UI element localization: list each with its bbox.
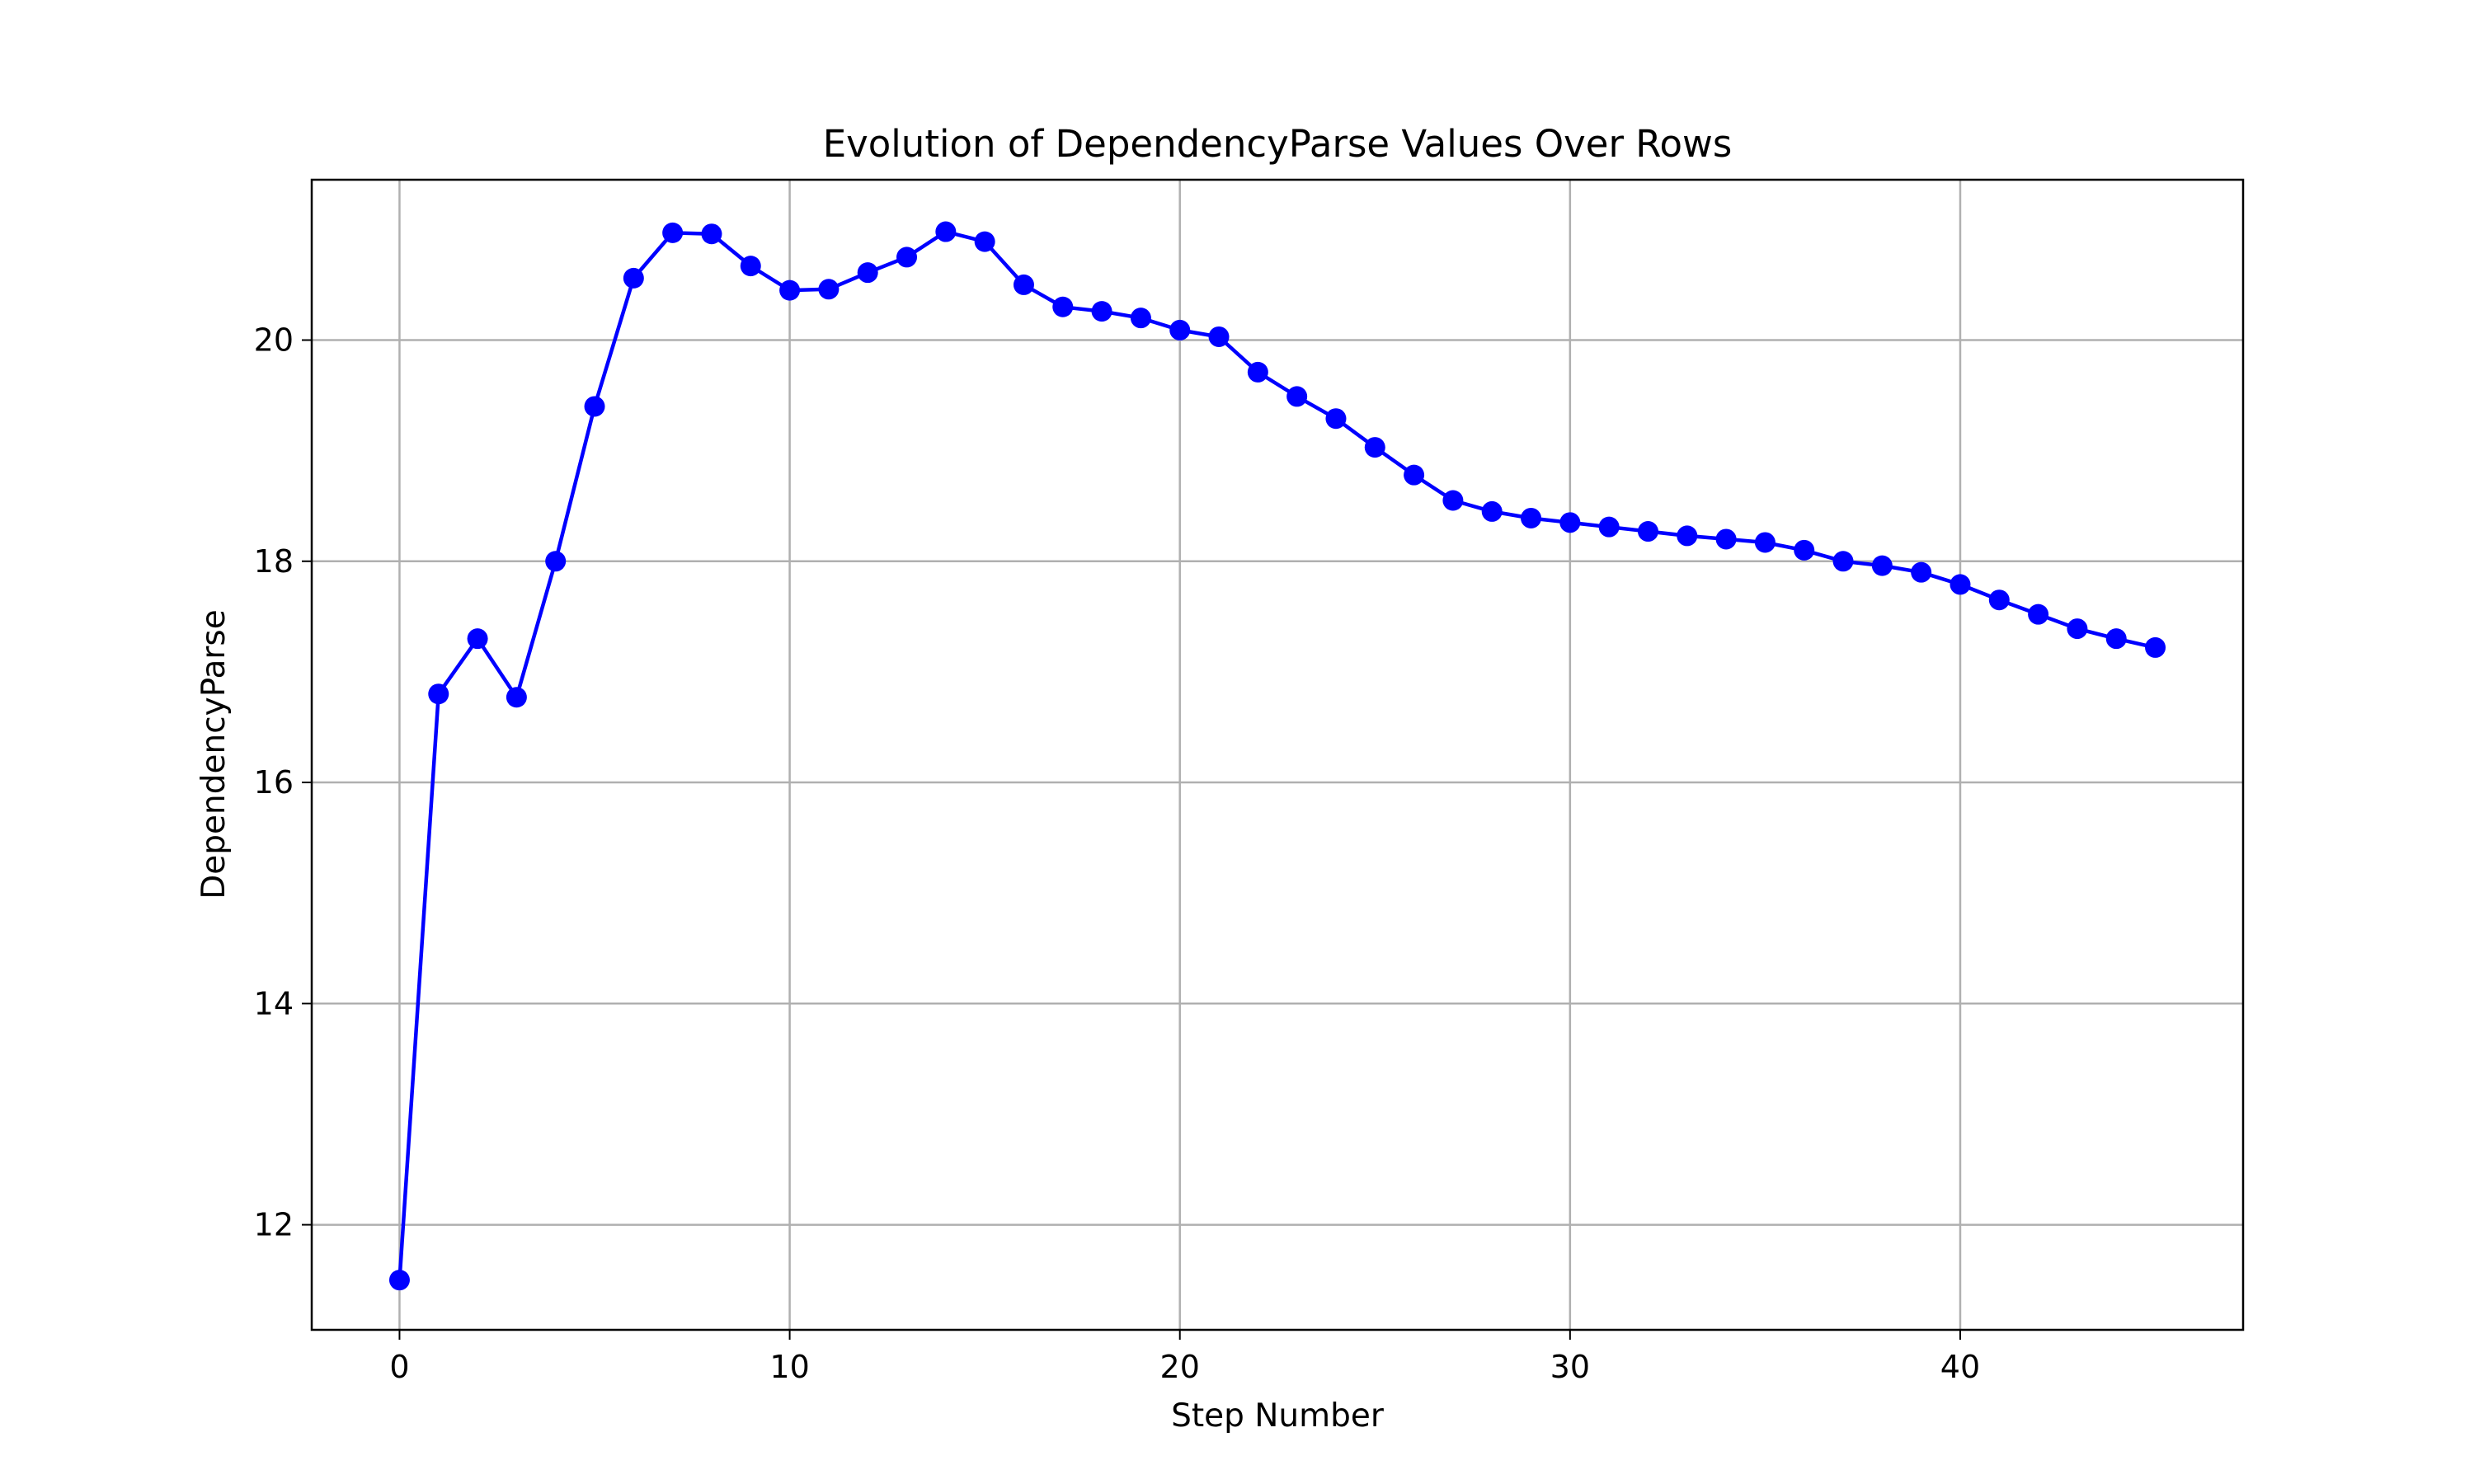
data-point-26: [1404, 464, 1425, 486]
y-tick-label-3: 18: [254, 543, 294, 580]
y-tick-label-2: 16: [254, 764, 294, 801]
data-point-9: [740, 256, 761, 277]
data-point-39: [1911, 561, 1932, 583]
data-point-0: [388, 1270, 410, 1291]
data-point-43: [2067, 618, 2088, 640]
data-point-8: [701, 223, 722, 245]
data-point-42: [2028, 603, 2049, 625]
data-point-12: [857, 262, 878, 284]
data-point-25: [1364, 437, 1385, 458]
data-point-21: [1208, 326, 1230, 347]
data-point-45: [2145, 636, 2166, 658]
data-point-34: [1715, 528, 1737, 550]
data-point-4: [545, 551, 567, 572]
data-point-2: [467, 628, 488, 650]
data-point-10: [779, 279, 801, 301]
plot-frame: [310, 178, 2245, 1331]
data-point-16: [1013, 274, 1034, 295]
chart-title: Evolution of DependencyParse Values Over…: [823, 122, 1733, 166]
data-point-15: [974, 231, 995, 252]
data-point-28: [1481, 500, 1503, 522]
data-point-24: [1325, 408, 1347, 430]
data-point-1: [428, 683, 449, 705]
data-point-33: [1677, 525, 1698, 547]
data-point-14: [935, 221, 957, 242]
data-point-17: [1052, 296, 1074, 317]
x-tick-label-2: 20: [1160, 1349, 1200, 1385]
data-point-11: [818, 279, 840, 300]
data-point-30: [1559, 512, 1581, 533]
data-point-37: [1832, 551, 1854, 572]
data-point-35: [1754, 532, 1776, 553]
x-tick-label-4: 40: [1940, 1349, 1980, 1385]
data-point-7: [662, 222, 684, 243]
data-point-19: [1130, 308, 1151, 329]
data-point-18: [1091, 301, 1112, 322]
x-tick-label-0: 0: [389, 1349, 409, 1385]
axis-ticks: 0 10 20 30 40 12 14 16 18 20: [254, 322, 1981, 1385]
data-point-29: [1521, 507, 1542, 528]
data-point-13: [896, 247, 918, 268]
data-point-23: [1286, 386, 1308, 407]
data-point-41: [1988, 589, 2010, 611]
series-layer: [388, 221, 2166, 1291]
data-point-40: [1950, 574, 1971, 595]
x-tick-label-3: 30: [1550, 1349, 1590, 1385]
series-line-0: [397, 229, 2156, 1280]
data-point-5: [584, 396, 605, 417]
data-point-6: [623, 267, 644, 289]
data-point-27: [1442, 490, 1464, 511]
y-axis-label: DependencyParse: [195, 609, 233, 899]
data-point-22: [1247, 361, 1268, 383]
y-tick-label-0: 12: [254, 1207, 294, 1243]
data-point-38: [1871, 555, 1893, 576]
y-tick-label-1: 14: [254, 985, 294, 1021]
x-tick-label-1: 10: [769, 1349, 809, 1385]
data-point-32: [1637, 521, 1658, 542]
y-tick-label-4: 20: [254, 322, 294, 358]
grid-lines: [312, 180, 2243, 1330]
data-point-31: [1598, 516, 1620, 538]
x-axis-label: Step Number: [1171, 1397, 1385, 1435]
data-point-44: [2105, 628, 2127, 650]
data-point-3: [506, 687, 527, 708]
data-point-20: [1169, 319, 1191, 340]
data-point-36: [1794, 539, 1815, 561]
